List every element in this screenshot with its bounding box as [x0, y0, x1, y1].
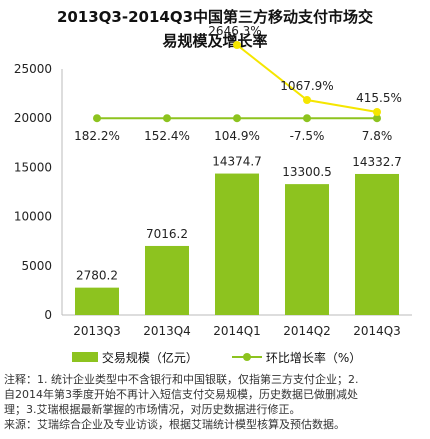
- chart-plot: 0 5000 10000 15000 20000 25000 2013Q3 2013Q4 201…: [14, 24, 412, 338]
- chart-title-line2: 易规模及增长率: [162, 32, 268, 50]
- source-line: 来源：艾瑞综合企业及专业访谈，根据艾瑞统计模型核算及预估数据。: [4, 418, 345, 431]
- bar-value-label: 14374.7: [212, 155, 262, 169]
- growth-point: [373, 114, 381, 123]
- x-tick-label: 2013Q3: [73, 324, 121, 338]
- growth-point: [93, 114, 101, 123]
- note-line-1: 注释：1. 统计企业类型中不含银行和中国银联，仅指第三方支付企业；2.: [4, 373, 359, 386]
- y-tick-label: 20000: [14, 111, 52, 125]
- y-tick-label: 15000: [14, 160, 52, 174]
- x-tick-label: 2014Q2: [283, 324, 331, 338]
- growth-point: [163, 114, 171, 123]
- legend-line: 环比增长率（%）: [232, 349, 361, 366]
- growth-point: [303, 114, 311, 123]
- highlight-point: [373, 108, 381, 116]
- highlight-label: 2646.3%: [208, 24, 261, 38]
- legend-bar-swatch: [72, 352, 98, 362]
- note-line-2: 自2014年第3季度开始不再计入短信支付交易规模，历史数据已做删减处: [4, 388, 358, 401]
- growth-label: 152.4%: [144, 129, 190, 143]
- highlight-label: 1067.9%: [280, 79, 333, 93]
- bar: [355, 173, 399, 315]
- y-tick-label: 25000: [14, 62, 52, 76]
- growth-point: [233, 114, 241, 123]
- bar-value-label: 7016.2: [146, 227, 188, 241]
- bar-value-label: 2780.2: [76, 269, 118, 283]
- bar: [285, 184, 329, 315]
- highlight-point: [303, 96, 311, 104]
- chart-title-line1: 2013Q3-2014Q3中国第三方移动支付市场交: [56, 8, 374, 26]
- legend-bar-label: 交易规模（亿元）: [101, 351, 198, 365]
- footnotes: 注释：1. 统计企业类型中不含银行和中国银联，仅指第三方支付企业；2. 自201…: [4, 372, 426, 432]
- x-tick-label: 2014Q3: [353, 324, 401, 338]
- legend-line-label: 环比增长率（%）: [265, 351, 362, 365]
- growth-label: 7.8%: [362, 129, 393, 143]
- y-tick-label: 5000: [21, 259, 52, 273]
- highlight-point: [233, 41, 241, 49]
- x-tick-label: 2014Q1: [213, 324, 261, 338]
- y-tick-label: 0: [44, 308, 52, 322]
- x-tick-label: 2013Q4: [143, 324, 191, 338]
- growth-label: 182.2%: [74, 129, 120, 143]
- bar-value-label: 14332.7: [352, 155, 402, 169]
- legend-line-swatch: [232, 353, 262, 361]
- growth-label: 104.9%: [214, 129, 260, 143]
- y-tick-label: 10000: [14, 210, 52, 224]
- note-line-3: 理；3.艾瑞根据最新掌握的市场情况，对历史数据进行修正。: [4, 403, 301, 416]
- bar: [145, 245, 189, 315]
- highlight-label: 415.5%: [356, 91, 402, 105]
- bar: [215, 173, 259, 315]
- bar: [75, 287, 119, 315]
- growth-label: -7.5%: [290, 129, 325, 143]
- legend-bar: 交易规模（亿元）: [72, 349, 198, 366]
- bar-value-label: 13300.5: [282, 165, 332, 179]
